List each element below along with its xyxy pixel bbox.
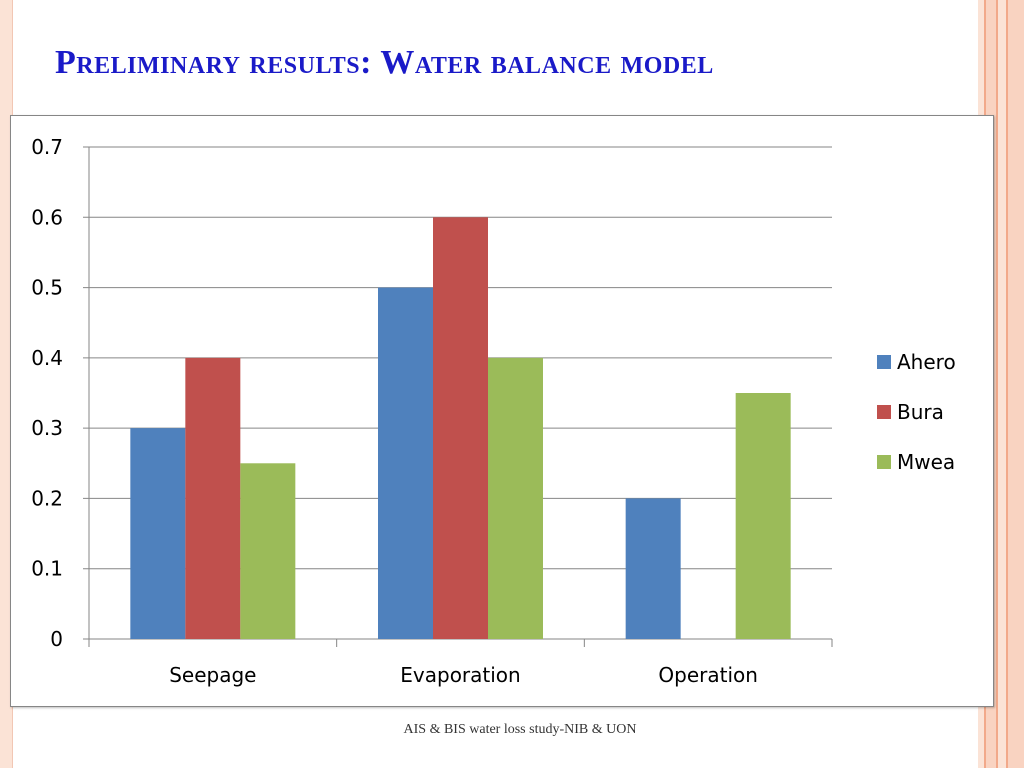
legend-label: Bura <box>897 400 944 424</box>
bar-mwea-seepage <box>240 463 296 639</box>
slide-title: Preliminary results: Water balance model <box>55 44 714 81</box>
y-tick-label: 0.4 <box>31 346 63 370</box>
y-tick-label: 0.6 <box>31 205 63 229</box>
legend-label: Mwea <box>897 450 955 474</box>
bar-bura-seepage <box>185 357 241 639</box>
bar-mwea-operation <box>735 393 791 639</box>
bar-chart: 0 0.1 0.2 0.3 0.4 0.5 0.6 0.7 Seepage Evaporation… <box>31 135 956 687</box>
y-tick-label: 0.2 <box>31 486 63 510</box>
bar-bura-evaporation <box>433 217 488 639</box>
legend-swatch-ahero <box>877 355 891 369</box>
y-tick-label: 0 <box>50 627 63 651</box>
bar-mwea-evaporation <box>488 357 543 639</box>
slide-footer: AIS & BIS water loss study-NIB & UON <box>403 722 637 737</box>
y-tick-label: 0.5 <box>31 276 63 300</box>
legend-label: Ahero <box>897 350 956 374</box>
y-tick-label: 0.7 <box>31 135 63 159</box>
y-tick-label: 0.1 <box>31 557 63 581</box>
x-category-label: Operation <box>658 663 758 687</box>
x-category-label: Seepage <box>169 663 256 687</box>
bar-ahero-seepage <box>130 428 186 639</box>
chart-container: 0 0.1 0.2 0.3 0.4 0.5 0.6 0.7 Seepage Evaporation… <box>10 115 994 707</box>
bar-ahero-evaporation <box>378 287 433 639</box>
legend-swatch-bura <box>877 405 891 419</box>
x-category-label: Evaporation <box>400 663 520 687</box>
y-tick-label: 0.3 <box>31 416 63 440</box>
legend-swatch-mwea <box>877 455 891 469</box>
bar-ahero-operation <box>625 498 681 639</box>
